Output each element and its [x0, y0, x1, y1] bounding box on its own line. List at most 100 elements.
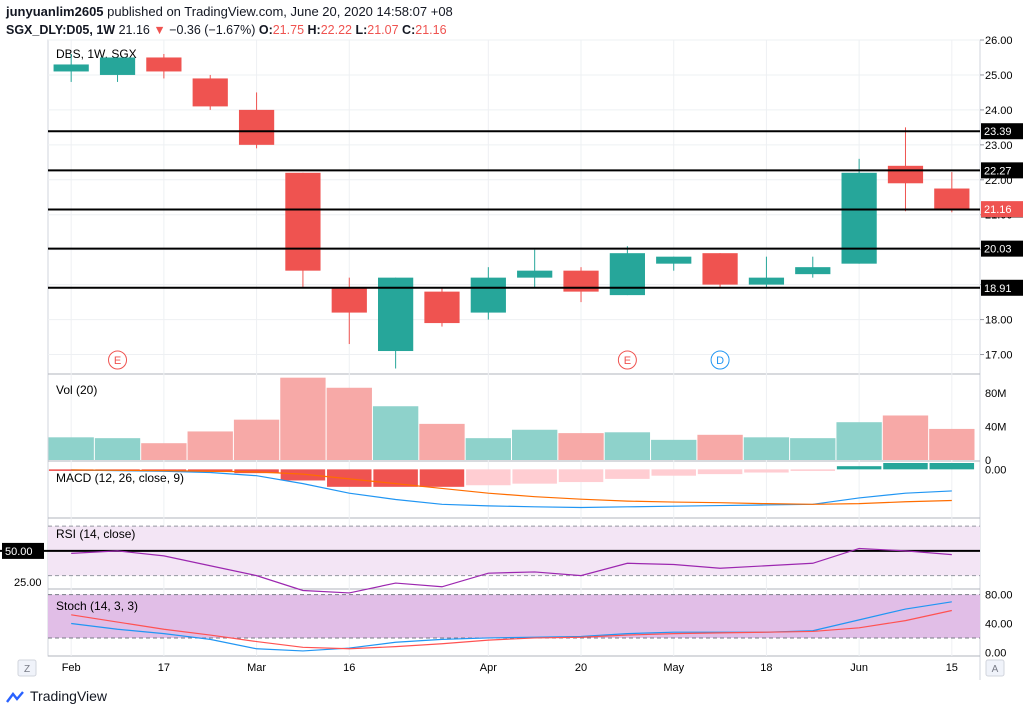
candle-body — [934, 188, 970, 210]
stoch-title: Stoch (14, 3, 3) — [56, 599, 138, 613]
event-marker-earnings — [617, 350, 637, 370]
price-tick-label: 24.00 — [985, 105, 1013, 117]
event-marker-label: D — [716, 355, 724, 367]
author-name[interactable]: junyuanlim2605 — [6, 4, 104, 19]
stoch-tick-label: 40.00 — [985, 619, 1013, 631]
tradingview-brand: TradingView — [30, 688, 108, 704]
time-axis-label: 18 — [760, 662, 772, 674]
volume-bar — [558, 433, 604, 460]
macd-histogram-bar — [280, 469, 326, 481]
candle-body — [192, 78, 228, 107]
macd-histogram-bar — [419, 469, 465, 487]
candle-body — [331, 288, 367, 313]
macd-histogram-bar — [744, 469, 789, 473]
rsi-line — [71, 547, 952, 594]
hline-price-label: 20.03 — [984, 244, 1012, 256]
last-price-label: 21.16 — [984, 204, 1012, 216]
macd-histogram-bar — [234, 469, 279, 474]
volume-bar — [651, 439, 697, 460]
auto-scale-button[interactable] — [985, 659, 1005, 677]
low-value: 21.07 — [367, 23, 399, 37]
hline-price-label-bg — [981, 162, 1023, 179]
volume-tick-label: 40M — [985, 421, 1006, 433]
candle-body — [517, 270, 553, 278]
volume-bar — [512, 429, 558, 460]
candle-body — [563, 270, 599, 292]
macd-histogram-bar — [512, 469, 557, 484]
macd-histogram-bar — [929, 463, 975, 470]
volume-bar — [326, 387, 372, 460]
stoch-band — [48, 594, 980, 638]
macd-histogram-bar — [187, 469, 233, 472]
candle-body — [887, 165, 924, 184]
candle-body — [378, 277, 414, 352]
macd-histogram-bar — [790, 469, 836, 471]
last-price-label-bg — [981, 201, 1023, 218]
candle-body — [795, 267, 831, 275]
price-tick-label: 17.00 — [985, 350, 1013, 362]
volume-bar — [141, 443, 187, 460]
rsi-tick-label: 25.00 — [14, 577, 42, 589]
candle-body — [470, 277, 506, 313]
zoom-button[interactable] — [17, 659, 37, 677]
volume-bar — [94, 438, 141, 460]
macd-signal-line — [71, 469, 952, 505]
volume-bar — [465, 438, 511, 460]
zoom-button-icon: Z — [24, 664, 30, 675]
stoch-k-line — [71, 601, 952, 652]
candle-body — [285, 172, 321, 271]
hline-price-label-bg — [981, 123, 1023, 140]
volume-bar — [697, 434, 743, 460]
macd-tick-label: 0.00 — [985, 464, 1006, 476]
candle-body — [146, 57, 182, 72]
stoch-d-line — [71, 609, 952, 650]
stoch-tick-label: 80.00 — [985, 590, 1013, 602]
chart-header: junyuanlim2605 published on TradingView.… — [6, 3, 453, 39]
event-marker-label: E — [114, 355, 121, 367]
macd-histogram-bar — [558, 469, 604, 483]
price-tick-label: 26.00 — [985, 35, 1013, 47]
hline-price-label: 23.39 — [984, 126, 1012, 138]
volume-bar — [604, 432, 651, 460]
time-axis-label: 15 — [946, 662, 958, 674]
tradingview-logo-icon — [6, 691, 24, 704]
rsi-midline-label-bg — [2, 542, 44, 559]
hline-price-label-bg — [981, 279, 1023, 296]
time-axis-label: Jun — [850, 662, 868, 674]
close-value: 21.16 — [415, 23, 447, 37]
low-label: L: — [355, 23, 368, 37]
price-tick-label: 25.00 — [985, 70, 1013, 82]
volume-bar — [187, 431, 233, 460]
candle-body — [53, 64, 89, 72]
high-label: H: — [307, 23, 321, 37]
hline-price-label: 22.27 — [984, 165, 1012, 177]
event-marker-dividend — [710, 350, 730, 370]
volume-tick-label: 0 — [985, 455, 991, 467]
volume-bar — [280, 377, 326, 460]
time-axis-label: 17 — [158, 662, 170, 674]
auto-scale-button-icon: A — [992, 664, 999, 675]
price-change: −0.36 (−1.67%) — [169, 23, 256, 37]
macd-line — [71, 469, 952, 509]
down-arrow-icon: ▼ — [153, 23, 166, 37]
price-tick-label: 18.00 — [985, 315, 1013, 327]
candle-body — [424, 291, 460, 324]
rsi-title: RSI (14, close) — [56, 527, 135, 541]
time-axis-label: May — [663, 662, 684, 674]
candle-body — [238, 109, 275, 145]
macd-histogram-bar — [466, 469, 511, 486]
macd-title: MACD (12, 26, close, 9) — [56, 471, 184, 485]
macd-histogram-bar — [651, 469, 696, 476]
volume-tick-label: 80M — [985, 388, 1006, 400]
volume-bar — [372, 406, 419, 460]
volume-bar — [419, 423, 465, 460]
macd-histogram-bar — [327, 469, 372, 487]
volume-bar — [836, 422, 882, 460]
time-axis-label: Feb — [62, 662, 81, 674]
time-axis-label: 20 — [575, 662, 587, 674]
published-text: published on TradingView.com, June 20, 2… — [107, 4, 453, 19]
hline-price-label-bg — [981, 240, 1023, 257]
tradingview-logo[interactable]: TradingView — [6, 688, 107, 704]
candle-body — [609, 253, 645, 296]
